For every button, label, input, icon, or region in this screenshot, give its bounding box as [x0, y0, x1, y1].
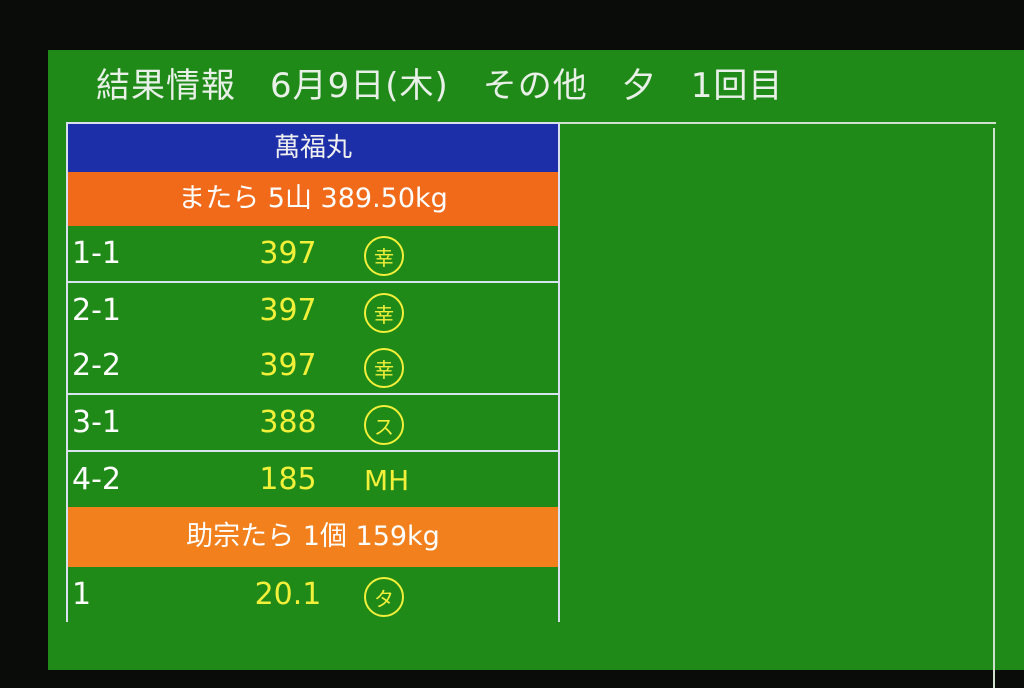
table-row: 2-2 397 幸	[68, 338, 558, 393]
buyer-mark: ス	[364, 405, 404, 445]
item-number: 2-2	[72, 348, 121, 383]
lot-header: 助宗たら 1個 159kg	[68, 507, 558, 567]
price: 397	[259, 236, 317, 271]
buyer-mark: 幸	[364, 293, 404, 333]
price: 185	[259, 462, 317, 497]
table-row: 3-1 388 ス	[68, 395, 558, 450]
buyer-mark: 幸	[364, 236, 404, 276]
row-group: 3-1 388 ス	[68, 395, 558, 452]
row-group: 4-2 185 MH	[68, 452, 558, 507]
table-row: 1-1 397 幸	[68, 226, 558, 281]
table-row: 1 20.1 タ	[68, 567, 558, 622]
item-number: 1-1	[72, 236, 121, 271]
header: 結果情報 6月9日(木) その他夕 1回目	[96, 58, 817, 107]
item-number: 3-1	[72, 405, 121, 440]
buyer-mark: MH	[364, 463, 410, 497]
price: 388	[259, 405, 317, 440]
table-row: 2-1 397 幸	[68, 283, 558, 338]
row-group: 1 20.1 タ	[68, 567, 558, 622]
lot-header: またら 5山 389.50kg	[68, 172, 558, 226]
results-screen: 結果情報 6月9日(木) その他夕 1回目 萬福丸 またら 5山 389.50kg 1-…	[48, 50, 1024, 688]
divider	[993, 128, 995, 688]
row-group: 2-1 397 幸 2-2 397 幸	[68, 283, 558, 395]
price: 20.1	[254, 577, 322, 612]
buyer-mark: 幸	[364, 348, 404, 388]
divider	[556, 122, 996, 124]
item-number: 1	[72, 577, 92, 612]
vessel-name: 萬福丸	[68, 124, 558, 172]
header-session: 夕	[621, 66, 657, 106]
header-category: その他	[482, 66, 588, 106]
item-number: 2-1	[72, 293, 121, 328]
header-title: 結果情報	[96, 66, 236, 106]
item-number: 4-2	[72, 462, 121, 497]
table-row: 4-2 185 MH	[68, 452, 558, 507]
price: 397	[259, 348, 317, 383]
results-table: 萬福丸 またら 5山 389.50kg 1-1 397 幸 2-1 397 幸 2-2 397 幸…	[66, 122, 560, 622]
header-round: 1回目	[690, 66, 784, 106]
row-group: 1-1 397 幸	[68, 226, 558, 283]
buyer-mark: タ	[364, 577, 404, 617]
price: 397	[259, 293, 317, 328]
header-date: 6月9日(木)	[270, 66, 449, 106]
